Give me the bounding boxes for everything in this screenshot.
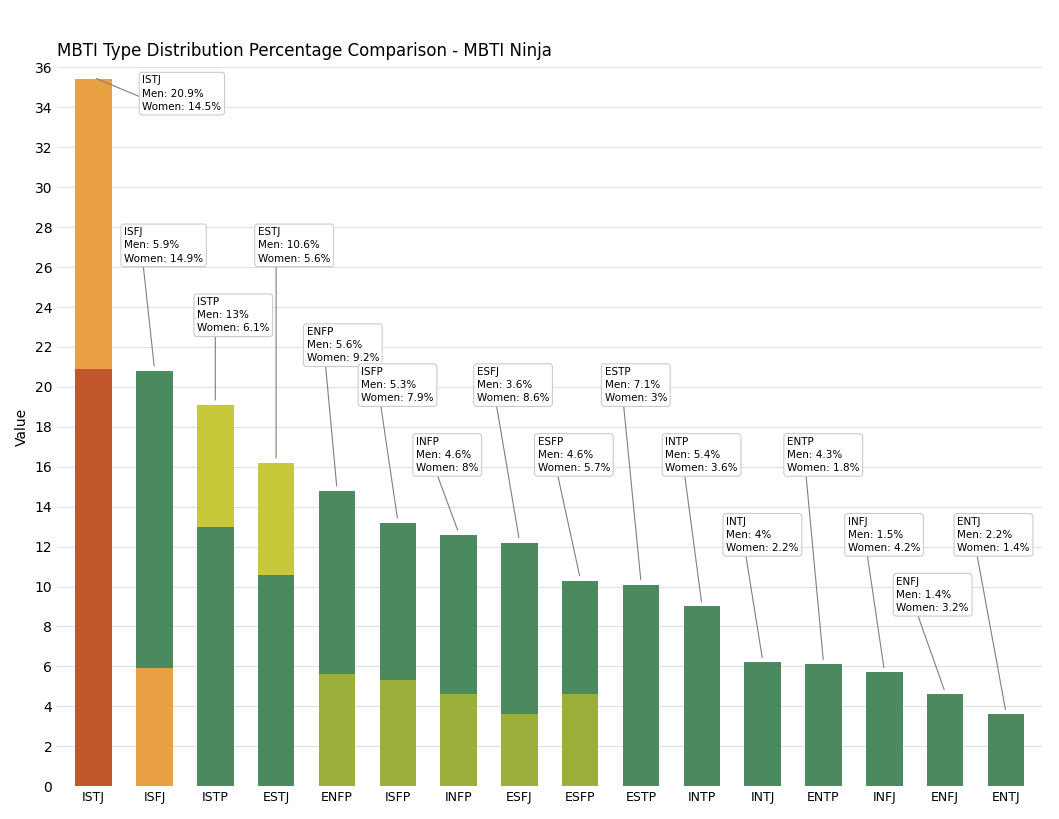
Text: ENTJ
Men: 2.2%
Women: 1.4%: ENTJ Men: 2.2% Women: 1.4% xyxy=(957,517,1029,553)
Text: INFP
Men: 4.6%
Women: 8%: INFP Men: 4.6% Women: 8% xyxy=(416,437,479,473)
Text: ESTJ
Men: 10.6%
Women: 5.6%: ESTJ Men: 10.6% Women: 5.6% xyxy=(258,227,330,264)
Text: ENFJ
Men: 1.4%
Women: 3.2%: ENFJ Men: 1.4% Women: 3.2% xyxy=(897,577,969,613)
Text: INFJ
Men: 1.5%
Women: 4.2%: INFJ Men: 1.5% Women: 4.2% xyxy=(848,517,920,553)
Text: ENFP
Men: 5.6%
Women: 9.2%: ENFP Men: 5.6% Women: 9.2% xyxy=(306,327,379,364)
Bar xyxy=(379,681,416,786)
Bar xyxy=(927,758,964,786)
Bar xyxy=(75,79,112,369)
Text: ISFJ
Men: 5.9%
Women: 14.9%: ISFJ Men: 5.9% Women: 14.9% xyxy=(124,227,203,264)
Bar xyxy=(319,491,355,674)
Bar xyxy=(866,672,902,756)
Bar xyxy=(805,664,842,700)
Bar xyxy=(258,463,294,574)
Bar xyxy=(988,714,1024,742)
Bar xyxy=(562,695,598,786)
Text: ESFP
Men: 4.6%
Women: 5.7%: ESFP Men: 4.6% Women: 5.7% xyxy=(538,437,610,473)
Bar xyxy=(805,700,842,786)
Text: ESTP
Men: 7.1%
Women: 3%: ESTP Men: 7.1% Women: 3% xyxy=(605,367,667,403)
Text: ENTP
Men: 4.3%
Women: 1.8%: ENTP Men: 4.3% Women: 1.8% xyxy=(787,437,860,473)
Text: INTJ
Men: 4%
Women: 2.2%: INTJ Men: 4% Women: 2.2% xyxy=(726,517,798,553)
Bar xyxy=(623,645,660,786)
Bar xyxy=(744,663,780,706)
Bar xyxy=(441,535,477,695)
Bar xyxy=(197,527,234,786)
Bar xyxy=(258,574,294,786)
Bar xyxy=(623,585,660,645)
Text: ISFP
Men: 5.3%
Women: 7.9%: ISFP Men: 5.3% Women: 7.9% xyxy=(361,367,434,403)
Bar xyxy=(684,606,720,678)
Text: ISTP
Men: 13%
Women: 6.1%: ISTP Men: 13% Women: 6.1% xyxy=(197,297,270,333)
Bar xyxy=(501,714,538,786)
Text: ESFJ
Men: 3.6%
Women: 8.6%: ESFJ Men: 3.6% Women: 8.6% xyxy=(477,367,550,403)
Text: MBTI Type Distribution Percentage Comparison - MBTI Ninja: MBTI Type Distribution Percentage Compar… xyxy=(57,43,552,61)
Bar xyxy=(379,523,416,681)
Text: ISTJ
Men: 20.9%
Women: 14.5%: ISTJ Men: 20.9% Women: 14.5% xyxy=(142,75,221,112)
Bar xyxy=(684,678,720,786)
Bar xyxy=(75,369,112,786)
Bar xyxy=(319,674,355,786)
Bar xyxy=(866,756,902,786)
Bar xyxy=(501,542,538,714)
Bar xyxy=(744,706,780,786)
Bar xyxy=(562,581,598,695)
Bar xyxy=(441,695,477,786)
Y-axis label: Value: Value xyxy=(15,408,29,446)
Bar xyxy=(988,742,1024,786)
Text: INTP
Men: 5.4%
Women: 3.6%: INTP Men: 5.4% Women: 3.6% xyxy=(665,437,738,473)
Bar xyxy=(927,695,964,758)
Bar xyxy=(137,371,173,668)
Bar xyxy=(137,668,173,786)
Bar xyxy=(197,405,234,527)
